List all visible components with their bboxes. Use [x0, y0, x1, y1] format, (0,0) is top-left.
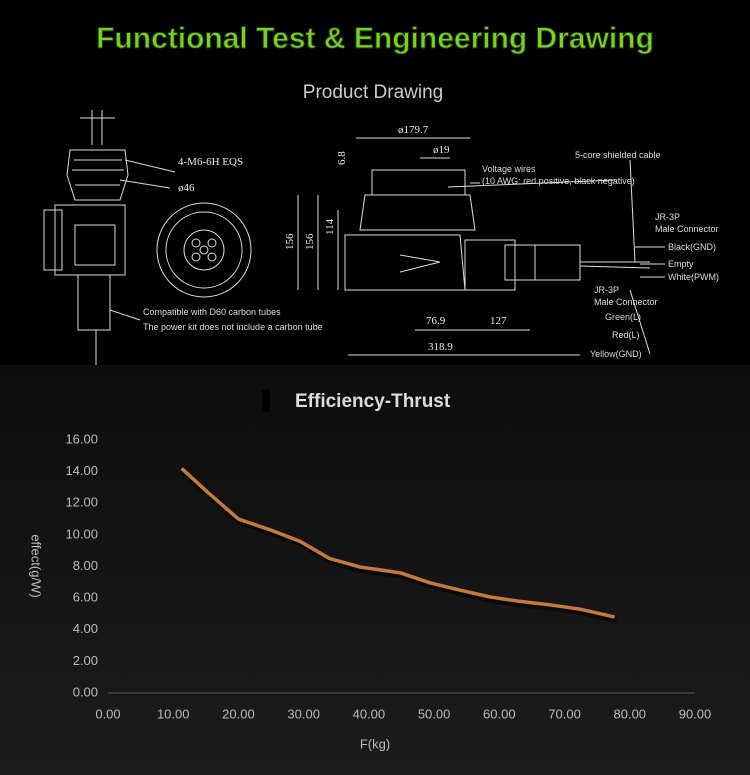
connector-label: JR-3P [594, 285, 619, 295]
wire-label: Voltage wires [482, 164, 536, 174]
pin-label: Yellow(GND) [590, 349, 642, 359]
note: The power kit does not include a carbon … [143, 322, 323, 332]
y-tick-label: 12.00 [65, 495, 98, 510]
plot-area: 0.00 2.00 4.00 6.00 8.00 10.00 12.00 14.00 16.00… [65, 431, 711, 721]
dimension-label: 156 [284, 233, 296, 250]
x-tick-label: 90.00 [679, 706, 712, 721]
chart-title: Efficiency-Thrust [295, 391, 451, 412]
x-tick-label: 30.00 [287, 706, 320, 721]
pin-label: White(PWM) [668, 272, 719, 282]
line-shadow [181, 469, 618, 624]
connector-label: Male Connector [655, 224, 719, 234]
data-line [180, 467, 616, 619]
y-axis-label: effect(g/W) [29, 534, 44, 597]
x-tick-label: 0.00 [95, 706, 120, 721]
dimension-label: 76.9 [426, 315, 446, 327]
y-tick-label: 0.00 [73, 684, 98, 699]
motor-top-view [156, 202, 252, 298]
y-tick-label: 16.00 [65, 431, 98, 446]
dimension-label: 4-M6-6H EQS [178, 156, 243, 168]
dimension-label: ø19 [433, 144, 450, 156]
motor-side-view [297, 137, 665, 356]
pin-label: Black(GND) [668, 242, 716, 252]
pin-label: Empty [668, 259, 694, 269]
wire-label: 5-core shielded cable [575, 150, 661, 160]
connector-label: Male Connector [594, 297, 658, 307]
pin-label: Green(L) [605, 312, 641, 322]
note: Compatible with D60 carbon tubes [143, 307, 281, 317]
x-tick-label: 50.00 [418, 706, 451, 721]
x-tick-label: 10.00 [157, 706, 190, 721]
y-tick-label: 14.00 [65, 463, 98, 478]
y-tick-label: 8.00 [73, 558, 98, 573]
x-tick-label: 20.00 [222, 706, 255, 721]
x-tick-label: 80.00 [614, 706, 647, 721]
dimension-label: 318.9 [428, 341, 453, 353]
dimension-label: 6.8 [336, 151, 348, 165]
y-tick-label: 6.00 [73, 590, 98, 605]
page-title: Functional Test & Engineering Drawing [96, 22, 654, 55]
product-drawing: Product Drawing 4-M6-6H EQS ø46 Compatib… [43, 82, 719, 370]
dimension-label: 114 [324, 218, 336, 235]
dimension-label: 127 [490, 315, 507, 327]
motor-front-view [43, 110, 176, 370]
y-tick-label: 4.00 [73, 621, 98, 636]
pin-label: Red(L) [612, 330, 640, 340]
x-axis-label: F(kg) [360, 736, 390, 751]
connector-label: JR-3P [655, 212, 680, 222]
y-tick-label: 10.00 [65, 526, 98, 541]
dimension-label: ø46 [178, 182, 195, 194]
wire-label: (10 AWG: red positive, black negative) [482, 176, 635, 186]
x-tick-label: 60.00 [483, 706, 516, 721]
drawing-title: Product Drawing [303, 82, 443, 103]
dimension-label: 156 [304, 233, 316, 250]
dimension-label: ø179.7 [398, 124, 429, 136]
title-marker [262, 390, 270, 412]
x-tick-label: 70.00 [548, 706, 581, 721]
y-tick-label: 2.00 [73, 653, 98, 668]
x-tick-label: 40.00 [353, 706, 386, 721]
